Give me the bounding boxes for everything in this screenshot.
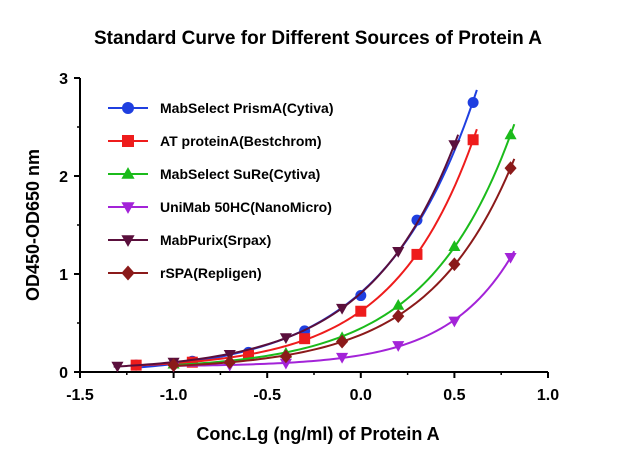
data-point: [392, 341, 405, 352]
legend-marker: [121, 235, 135, 247]
data-point: [411, 248, 423, 260]
x-tick-label: 0.0: [350, 387, 372, 404]
series-6: [167, 158, 517, 373]
x-tick-label: -1.5: [66, 387, 94, 404]
legend-marker: [122, 102, 134, 114]
data-point: [336, 334, 349, 349]
data-point: [223, 349, 236, 361]
legend-marker: [121, 167, 135, 179]
legend-label: MabSelect SuRe(Cytiva): [160, 166, 320, 182]
legend-item: MabPurix(Srpax): [108, 232, 271, 248]
legend-item: UniMab 50HC(NanoMicro): [108, 199, 332, 215]
data-point: [111, 361, 124, 373]
x-tick-label: -1.0: [160, 387, 188, 404]
legend-item: MabSelect SuRe(Cytiva): [108, 166, 320, 182]
data-point: [467, 97, 479, 108]
legend-item: rSPA(Repligen): [108, 265, 262, 281]
data-point: [336, 352, 349, 364]
data-point: [448, 140, 461, 151]
legend-label: MabSelect PrismA(Cytiva): [160, 100, 334, 116]
data-point: [336, 303, 349, 315]
legend-marker: [121, 202, 135, 214]
legend-label: rSPA(Repligen): [160, 265, 262, 281]
x-tick-label: -0.5: [253, 387, 281, 404]
legend-item: MabSelect PrismA(Cytiva): [108, 100, 334, 116]
data-point: [279, 358, 292, 370]
data-point: [504, 161, 517, 176]
x-axis-label: Conc.Lg (ng/ml) of Protein A: [196, 424, 439, 444]
data-point: [392, 299, 405, 310]
data-point: [299, 333, 311, 345]
data-point: [448, 240, 461, 251]
legend-item: AT proteinA(Bestchrom): [108, 133, 322, 149]
legend-marker: [122, 135, 134, 147]
data-point: [392, 309, 405, 324]
y-tick-label: 1: [59, 267, 68, 284]
data-point: [167, 358, 180, 373]
data-point: [223, 355, 236, 370]
data-point: [355, 290, 367, 302]
y-tick-label: 2: [59, 169, 68, 186]
data-point: [392, 247, 405, 258]
y-tick-label: 3: [59, 71, 68, 88]
x-tick-label: 1.0: [537, 387, 559, 404]
legend-label: AT proteinA(Bestchrom): [160, 133, 322, 149]
data-point: [355, 305, 367, 317]
data-point: [279, 349, 292, 364]
legend: MabSelect PrismA(Cytiva) AT proteinA(Best…: [108, 100, 334, 281]
data-point: [504, 128, 517, 140]
y-axis-label: OD450-OD650 nm: [23, 149, 43, 301]
y-tick-label: 0: [59, 365, 68, 382]
axes: -1.5 -1.0 -0.5 0.0 0.5 1.0 0 1 2 3: [59, 71, 559, 404]
chart-title: Standard Curve for Different Sources of …: [94, 28, 542, 49]
legend-label: UniMab 50HC(NanoMicro): [160, 199, 332, 215]
data-point: [448, 316, 461, 328]
data-point: [448, 257, 461, 272]
data-point: [467, 134, 479, 146]
data-point: [279, 333, 292, 345]
data-point: [504, 252, 517, 264]
legend-marker: [121, 265, 135, 281]
x-tick-label: 0.5: [443, 387, 465, 404]
legend-label: MabPurix(Srpax): [160, 232, 271, 248]
plot-area: [111, 89, 517, 373]
